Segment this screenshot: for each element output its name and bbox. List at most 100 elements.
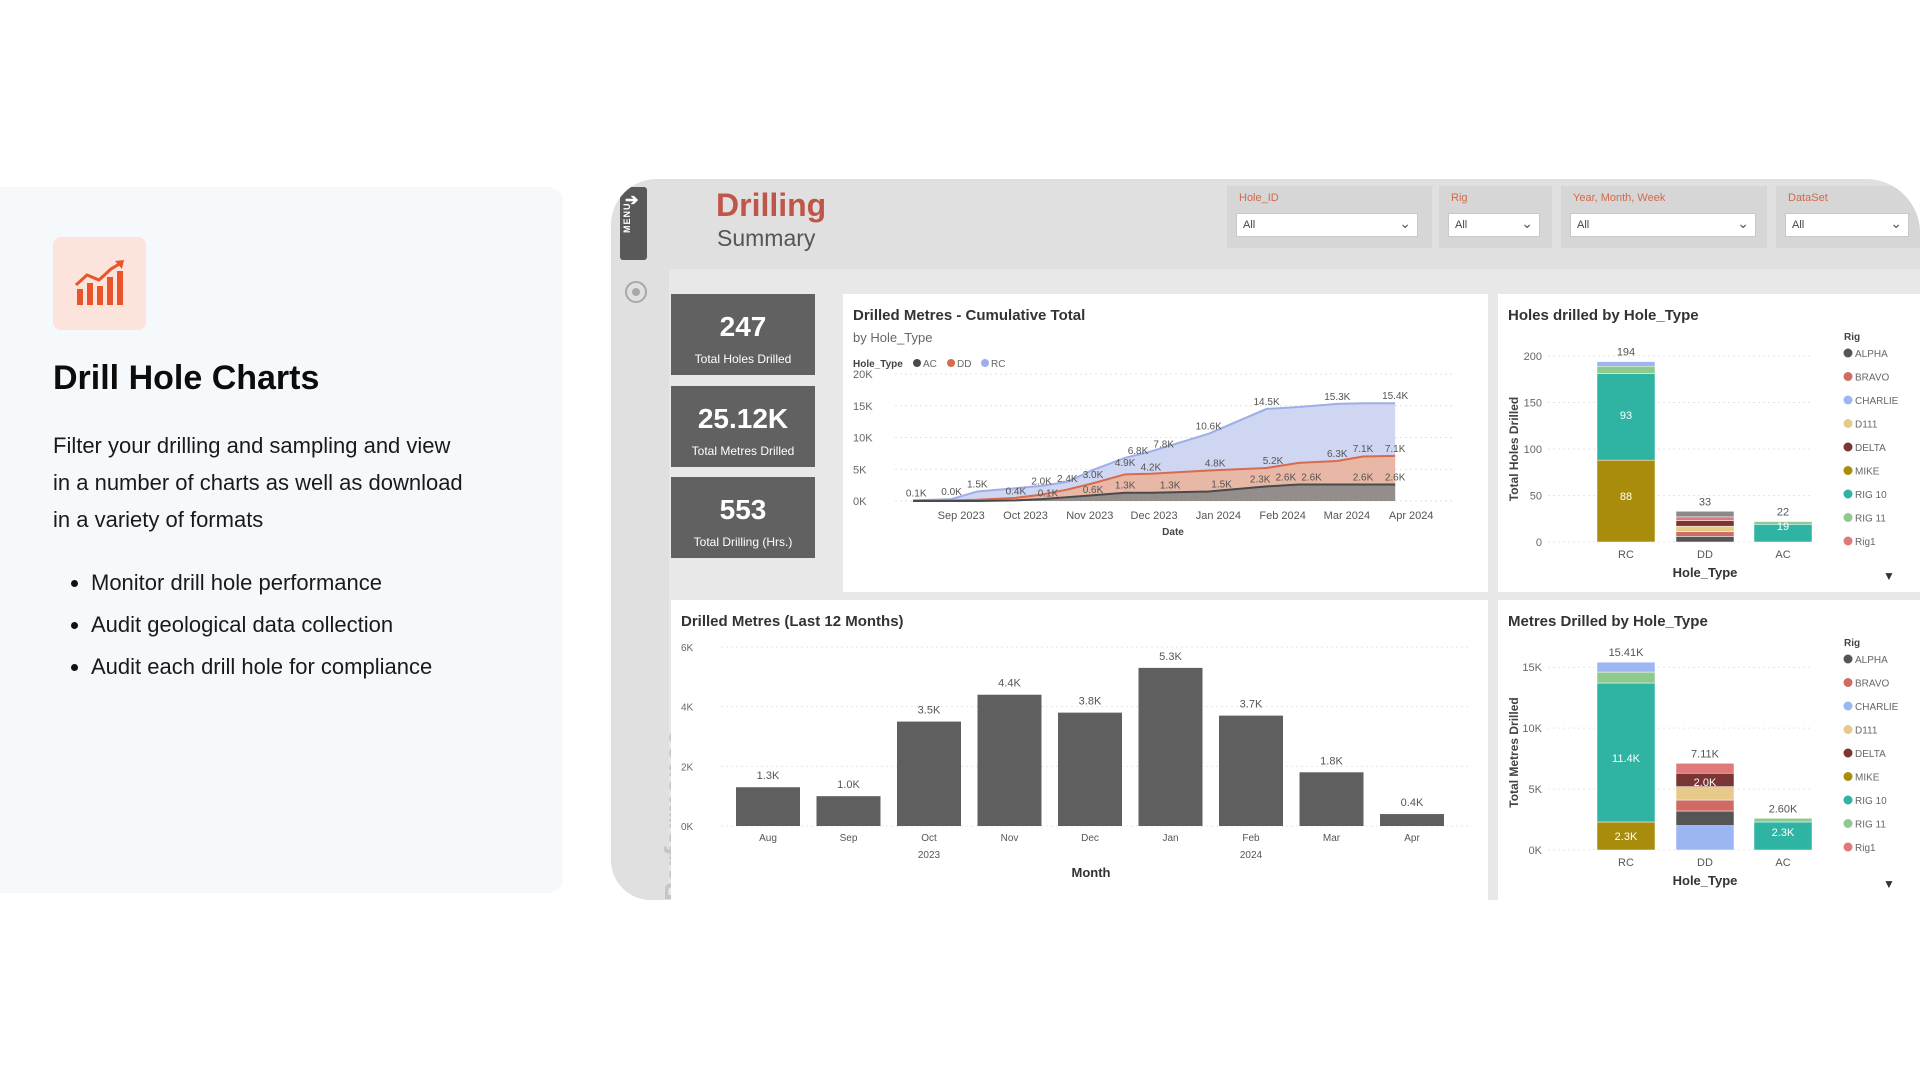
kpi-label: Total Holes Drilled <box>694 352 792 366</box>
x-tick-label: Feb 2024 <box>1259 510 1305 522</box>
y-tick-label: 5K <box>1529 784 1543 796</box>
filter-value: All <box>1577 219 1590 231</box>
x-tick-label: Jan 2024 <box>1196 510 1241 522</box>
bar <box>977 694 1042 826</box>
bar <box>736 787 800 826</box>
legend-item: ALPHA <box>1855 349 1888 360</box>
kpi-total-drilling-hrs: 553 Total Drilling (Hrs.) <box>671 477 815 558</box>
bar-value-label: 1.8K <box>1320 755 1343 767</box>
legend-item: BRAVO <box>1855 679 1889 690</box>
x-tick-label: RC <box>1618 857 1634 869</box>
legend-item: D111 <box>1855 726 1878 737</box>
data-label: 10.6K <box>1196 422 1222 433</box>
legend-item: DD <box>957 359 971 370</box>
feature-bullet-list: Monitor drill hole performance Audit geo… <box>53 562 432 688</box>
filter-year-month-week: Year, Month, Week All ⌄ <box>1561 186 1767 248</box>
x-tick-label: Sep <box>840 833 858 844</box>
legend-item: RIG 11 <box>1855 514 1886 525</box>
feature-card: Drill Hole Charts Filter your drilling a… <box>0 187 563 893</box>
filter-hole-id-dropdown[interactable]: All ⌄ <box>1236 213 1418 237</box>
legend-title: Rig <box>1844 638 1860 649</box>
cumulative-metres-chart[interactable]: Drilled Metres - Cumulative Total by Hole… <box>843 294 1488 592</box>
y-axis-title: Total Metres Drilled <box>1507 697 1521 807</box>
kpi-value: 247 <box>719 311 767 342</box>
dashboard-title: Drilling <box>716 187 827 223</box>
kpi-label: Total Metres Drilled <box>691 444 795 458</box>
filter-hole-id: Hole_ID All ⌄ <box>1227 186 1432 248</box>
bar <box>1138 667 1203 826</box>
metres-by-type-svg: Metres Drilled by Hole_Type 0K 5K 10K 15K Tot… <box>1507 613 1899 891</box>
x-tick-label: Nov 2023 <box>1066 510 1113 522</box>
data-label: 7.1K <box>1353 444 1374 455</box>
bar-total-label: 194 <box>1617 347 1635 359</box>
data-label: 4.8K <box>1205 459 1226 470</box>
x-tick-label: Apr 2024 <box>1389 510 1434 522</box>
legend-item: BRAVO <box>1855 373 1889 384</box>
kpi-total-metres: 25.12K Total Metres Drilled <box>671 386 815 467</box>
data-label: 0.6K <box>1083 485 1104 496</box>
bar-segment <box>1675 525 1735 533</box>
segment-label: 93 <box>1620 410 1632 422</box>
bar-segment <box>1596 365 1656 374</box>
filter-value: All <box>1792 219 1805 231</box>
chart-title: Drilled Metres (Last 12 Months) <box>681 613 904 630</box>
legend-item: RIG 11 <box>1855 820 1886 831</box>
data-label: 4.9K <box>1115 458 1136 469</box>
x-tick-label: RC <box>1618 549 1634 561</box>
legend-swatch <box>913 359 921 367</box>
segment-label: 2.3K <box>1772 827 1795 839</box>
legend-item: ALPHA <box>1855 655 1888 666</box>
chevron-down-icon: ⌄ <box>1890 215 1902 231</box>
legend-title: Rig <box>1844 332 1860 343</box>
info-icon[interactable] <box>625 281 647 303</box>
segment-label: 11.4K <box>1612 753 1641 765</box>
legend-swatch <box>1843 678 1853 687</box>
legend-item: CHARLIE <box>1855 396 1899 407</box>
chart-title: Drilled Metres - Cumulative Total <box>853 307 1085 324</box>
x-tick-label: Feb <box>1242 833 1260 844</box>
filter-dataset-dropdown[interactable]: All ⌄ <box>1785 213 1909 237</box>
y-tick-label: 2K <box>681 762 694 773</box>
legend-swatch <box>1843 748 1853 758</box>
chart-title: Holes drilled by Hole_Type <box>1508 307 1699 324</box>
bar <box>1380 814 1444 826</box>
bar-segment <box>1675 520 1735 527</box>
bar-segment <box>1596 821 1656 851</box>
filter-rig-dropdown[interactable]: All ⌄ <box>1448 213 1540 237</box>
y-tick-label: 0K <box>853 496 867 508</box>
data-label: 7.8K <box>1153 439 1174 450</box>
data-label: 0.0K <box>941 487 962 498</box>
x-axis-title: Hole_Type <box>1673 565 1738 580</box>
filter-year-month-week-dropdown[interactable]: All ⌄ <box>1570 213 1756 237</box>
chevron-down-icon: ⌄ <box>1737 215 1749 231</box>
data-label: 0.1K <box>906 488 927 499</box>
bar <box>816 796 881 826</box>
legend-swatch <box>1843 842 1853 852</box>
bar-total-label: 15.41K <box>1609 647 1645 659</box>
x-tick-label: Oct 2023 <box>1003 510 1048 522</box>
legend-swatch <box>981 359 989 367</box>
legend-item: AC <box>923 359 937 370</box>
legend-item: DELTA <box>1855 443 1886 454</box>
metres-last-12-months-chart[interactable]: Drilled Metres (Last 12 Months) 0K 2K 4K 6K 1… <box>671 600 1488 900</box>
legend-swatch <box>1843 348 1853 358</box>
holes-by-type-chart[interactable]: Holes drilled by Hole_Type 0 50 100 150 200 To… <box>1498 294 1920 592</box>
year-label: 2024 <box>1240 850 1263 861</box>
metres-by-type-chart[interactable]: Metres Drilled by Hole_Type 0K 5K 10K 15K Tot… <box>1498 600 1920 900</box>
x-tick-label: Mar <box>1323 833 1341 844</box>
dashboard-header: ➔ MENU Drilling Summary Hole_ID All ⌄ Ri… <box>611 179 1920 269</box>
data-label: 2.6K <box>1353 472 1374 483</box>
metres-last-12-months-svg: Drilled Metres (Last 12 Months) 0K 2K 4K 6K 1… <box>681 613 1471 880</box>
kpi-label: Total Drilling (Hrs.) <box>693 535 793 549</box>
chevron-down-icon: ▼ <box>1883 877 1895 891</box>
legend-swatch <box>1843 419 1853 428</box>
feature-title: Drill Hole Charts <box>53 359 320 397</box>
segment-label: 2.0K <box>1694 777 1717 789</box>
legend-swatch <box>1843 701 1853 711</box>
x-tick-label: Aug <box>759 833 777 844</box>
holes-by-type-svg: Holes drilled by Hole_Type 0 50 100 150 200 To… <box>1507 307 1899 583</box>
filter-label: Hole_ID <box>1239 192 1279 204</box>
legend-item: Rig1 <box>1855 537 1876 548</box>
menu-button[interactable]: ➔ MENU <box>620 187 647 260</box>
bar-value-label: 1.3K <box>757 770 780 782</box>
